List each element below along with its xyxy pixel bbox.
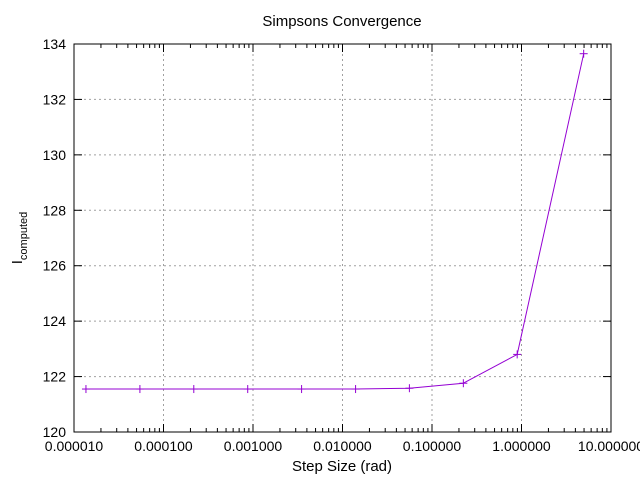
data-point-marker: [459, 379, 468, 388]
data-point-marker: [405, 384, 414, 393]
data-point-marker: [81, 385, 90, 394]
grid-layer: [74, 44, 611, 432]
data-point-marker: [297, 385, 306, 394]
y-tick-label: 128: [43, 202, 67, 218]
y-tick-label: 130: [43, 147, 67, 163]
x-tick-label: 0.100000: [403, 438, 462, 454]
series-line: [86, 53, 585, 390]
x-axis-label: Step Size (rad): [292, 458, 392, 475]
data-point-marker: [135, 385, 144, 394]
series-layer: [81, 49, 588, 394]
plot-frame: [73, 43, 612, 433]
y-tick-label: 124: [43, 313, 67, 329]
x-tick-label: 0.010000: [313, 438, 372, 454]
y-tick-label: 134: [43, 36, 67, 52]
data-point-marker: [189, 385, 198, 394]
y-tick-label: 122: [43, 369, 67, 385]
x-tick-label: 10.000000: [578, 438, 640, 454]
y-tick-label: 120: [43, 424, 67, 440]
x-tick-label: 0.001000: [224, 438, 283, 454]
y-axis-label: Icomputed: [9, 212, 30, 264]
data-point-marker: [243, 385, 252, 394]
x-tick-label: 0.000010: [45, 438, 104, 454]
chart-title: Simpsons Convergence: [262, 13, 421, 30]
y-tick-label: 132: [43, 91, 67, 107]
data-point-marker: [513, 350, 522, 359]
data-point-marker: [579, 49, 588, 58]
y-axis-label-sub: computed: [18, 212, 30, 260]
ticks-layer: 0.000010 0.000100 0.001000 0.010000 0.100000…: [43, 36, 640, 454]
x-tick-label: 1.000000: [492, 438, 551, 454]
y-tick-label: 126: [43, 258, 67, 274]
x-tick-label: 0.000100: [134, 438, 193, 454]
y-axis-label-main: I: [9, 260, 26, 264]
data-point-marker: [351, 385, 360, 394]
y-axis-label-group: Icomputed: [9, 212, 30, 264]
